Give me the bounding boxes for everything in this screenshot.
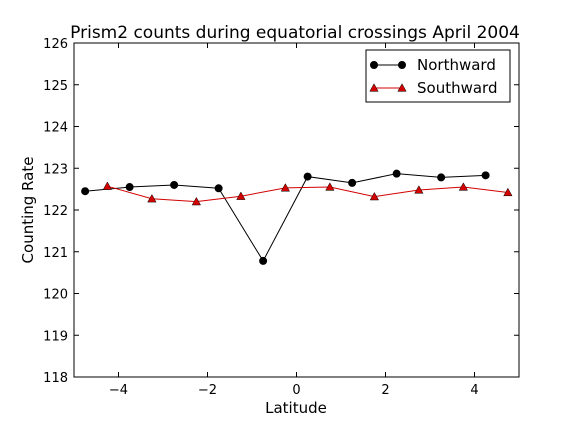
data-point-southward (458, 182, 468, 191)
data-point-southward (102, 181, 112, 190)
legend: Northward Southward (365, 49, 511, 103)
y-tick-label: 125 (43, 79, 68, 94)
x-tick-label: −4 (109, 383, 128, 398)
legend-marker-northward (398, 61, 406, 69)
x-tick-label: 0 (292, 383, 300, 398)
data-point-southward (414, 185, 424, 194)
legend-label-southward: Southward (417, 79, 497, 97)
y-tick-label: 122 (43, 204, 68, 219)
data-point-northward (259, 256, 268, 265)
y-axis: 118 119 120 121 122 123 124 125 126 (43, 37, 519, 386)
y-tick-label: 121 (43, 246, 68, 261)
y-tick-label: 119 (43, 329, 68, 344)
x-axis: −4 −2 0 2 4 (109, 43, 479, 398)
data-point-northward (348, 178, 357, 187)
y-tick-label: 118 (43, 371, 68, 386)
data-point-southward (503, 187, 513, 197)
y-axis-label: Counting Rate (19, 157, 37, 264)
y-tick-label: 124 (43, 121, 68, 136)
chart-title: Prism2 counts during equatorial crossing… (70, 23, 520, 43)
y-tick-label: 123 (43, 162, 68, 177)
y-tick-label: 120 (43, 288, 68, 303)
legend-marker-southward (397, 83, 407, 92)
data-point-northward (303, 172, 312, 181)
data-point-southward (236, 191, 246, 200)
x-tick-label: −2 (198, 383, 217, 398)
data-point-northward (170, 180, 179, 189)
data-point-northward (481, 171, 490, 180)
data-point-northward (214, 184, 223, 193)
data-point-northward (437, 173, 446, 182)
data-point-northward (392, 169, 401, 178)
data-point-southward (280, 183, 290, 192)
series-northward (81, 169, 490, 265)
legend-marker-northward (370, 61, 378, 69)
data-point-northward (81, 187, 90, 196)
data-point-southward (191, 196, 201, 206)
series-line-northward (85, 173, 486, 262)
x-tick-label: 4 (470, 383, 478, 398)
series-southward (102, 181, 513, 206)
legend-marker-southward (369, 83, 379, 92)
data-point-northward (125, 183, 134, 192)
x-axis-label: Latitude (265, 399, 327, 417)
data-point-southward (325, 182, 335, 191)
y-tick-label: 126 (43, 37, 68, 52)
legend-label-northward: Northward (417, 56, 496, 74)
series-layer (81, 169, 513, 265)
series-line-southward (107, 185, 508, 203)
data-point-southward (147, 194, 157, 203)
x-tick-label: 2 (381, 383, 389, 398)
legend-box (365, 49, 511, 103)
data-point-southward (369, 191, 379, 201)
